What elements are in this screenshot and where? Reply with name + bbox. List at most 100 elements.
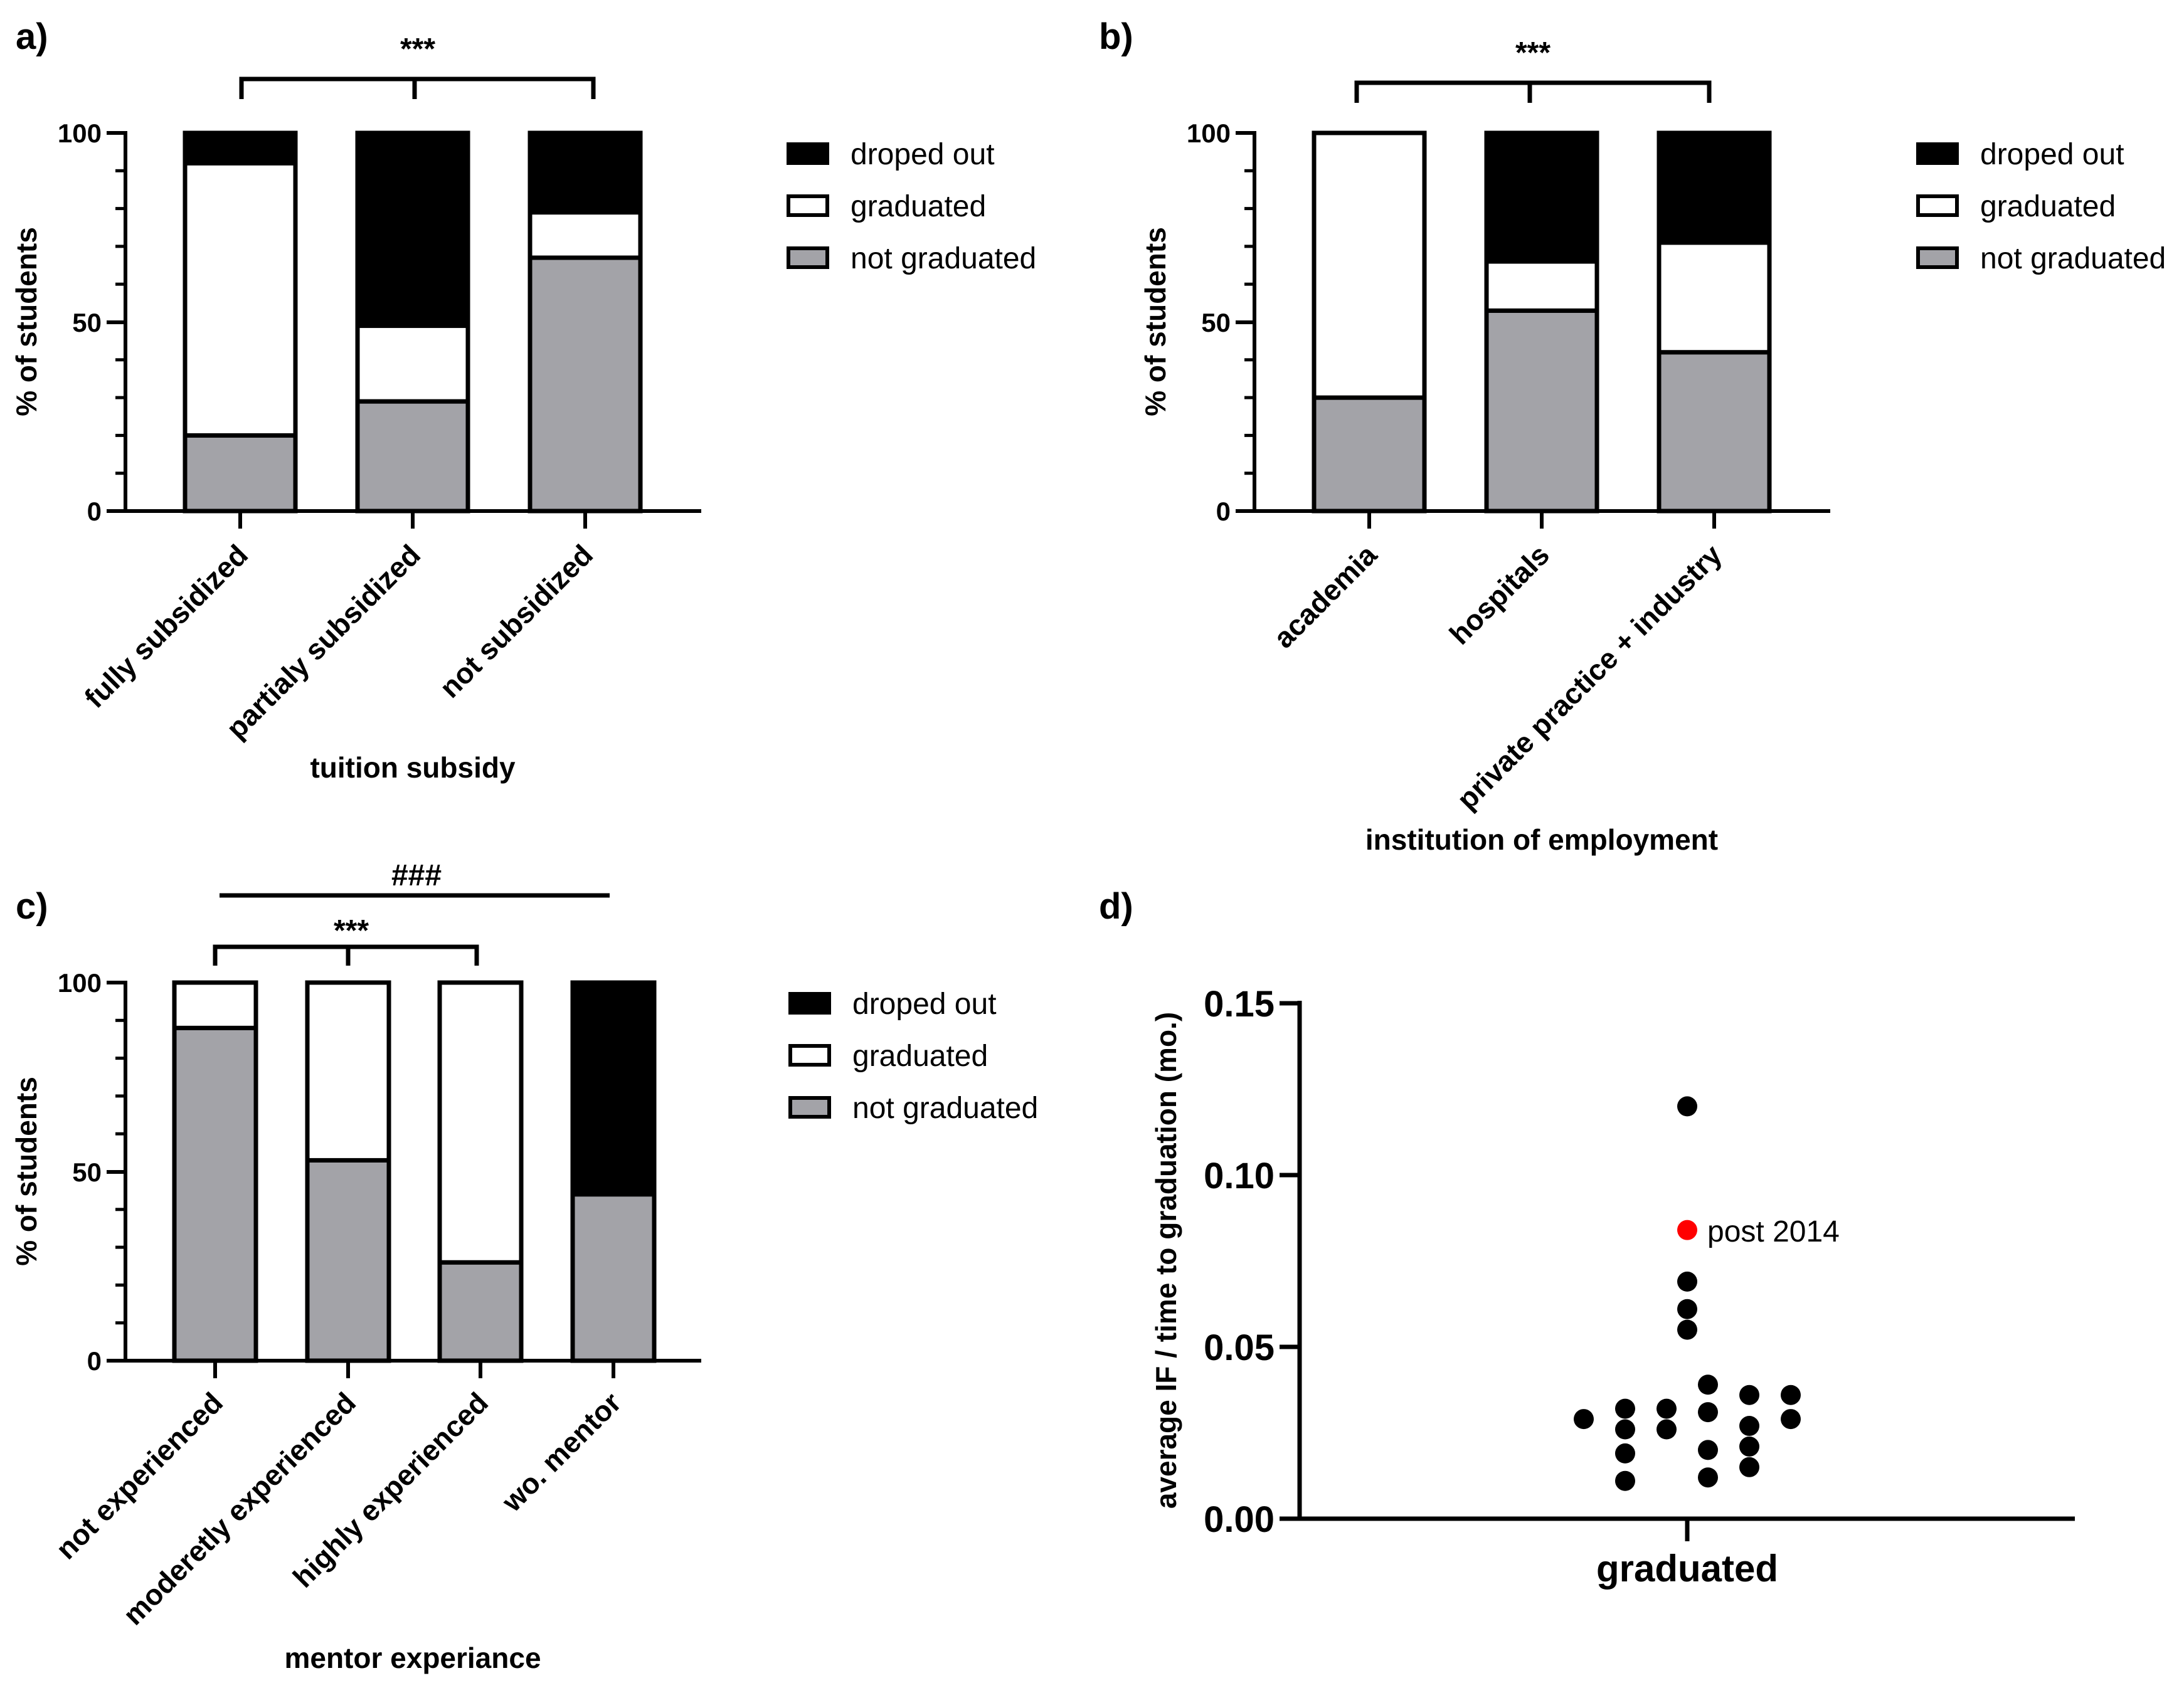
panel-b-y-axis-title: % of students [1139, 227, 1172, 416]
panel-a-label: a) [16, 16, 48, 57]
scatter-point [1677, 1271, 1697, 1292]
bar-segment-not-graduated [1312, 395, 1427, 514]
scatter-point [1698, 1374, 1718, 1395]
scatter-point [1677, 1096, 1697, 1117]
panel-a-minor-ticks [115, 169, 125, 475]
bar-segment-droped-out [1657, 130, 1772, 245]
legend-swatch-droped-out [788, 992, 831, 1015]
bar-segment-not-graduated [527, 255, 643, 514]
panel-a-y-axis: 100 50 0 % of students [10, 119, 127, 526]
panel-b-y-tick-label: 50 [1201, 308, 1231, 337]
bar-segment-droped-out [183, 130, 298, 166]
bar-segment-graduated [1484, 259, 1599, 313]
panel-b-significance-bracket [1354, 80, 1712, 103]
panel-c-significance-label-hash: ### [391, 859, 442, 892]
bar-segment-not-graduated [437, 1260, 524, 1363]
scatter-point [1698, 1440, 1718, 1460]
panel-c-significance-bracket [213, 944, 479, 966]
scatter-point [1739, 1385, 1759, 1405]
scatter-point [1657, 1398, 1677, 1419]
legend-swatch-graduated [787, 194, 829, 217]
scatter-point [1781, 1409, 1801, 1430]
bar-segment-graduated [1657, 240, 1772, 355]
panel-c-minor-ticks [115, 1018, 125, 1325]
panel-b-legend: droped out graduated not graduated [1916, 138, 2166, 275]
panel-a-x-axis-title: tuition subsidy [310, 751, 516, 784]
panel-d-y-tick-label: 0.05 [1204, 1327, 1275, 1368]
legend-swatch-not-graduated [788, 1096, 831, 1119]
panel-c-x-tick-label: wo. mentor [495, 1386, 627, 1518]
panel-b: b) *** 100 50 0 % of students academia h… [1099, 16, 2166, 856]
panel-a-significance-bracket [239, 76, 596, 99]
panel-b-label: b) [1099, 16, 1133, 57]
scatter-point [1677, 1319, 1697, 1340]
panel-d-highlight-label: post 2014 [1707, 1215, 1840, 1248]
panel-d-y-tick-label: 0.10 [1204, 1156, 1275, 1196]
scatter-point [1615, 1419, 1635, 1440]
legend-label-droped-out: droped out [851, 138, 995, 171]
legend-swatch-not-graduated [787, 246, 829, 269]
scatter-point [1615, 1443, 1635, 1464]
bar-segment-not-graduated [172, 1025, 258, 1363]
panel-b-x-tick-label: hospitals [1443, 538, 1556, 651]
bar-segment-droped-out [355, 130, 470, 329]
panel-b-y-axis: 100 50 0 % of students [1139, 119, 1256, 526]
legend-swatch-not-graduated [1916, 246, 1959, 269]
panel-b-y-tick-label: 100 [1187, 119, 1231, 148]
bar-segment-droped-out [1484, 130, 1599, 264]
panel-d-y-tick-label: 0.00 [1204, 1499, 1275, 1540]
panel-d-points [1574, 1096, 1801, 1491]
panel-a-y-tick-label: 100 [58, 119, 102, 148]
bar-segment-graduated [355, 324, 470, 404]
bar-segment-not-graduated [305, 1158, 391, 1363]
panel-a-x-tick-label: not subsidized [433, 538, 599, 704]
bar-segment-not-graduated [183, 433, 298, 514]
legend-label-not-graduated: not graduated [852, 1092, 1038, 1125]
panel-b-x-tick-label: academia [1267, 538, 1383, 654]
bar-segment-graduated [527, 210, 643, 260]
scatter-point [1739, 1416, 1759, 1437]
panel-b-bars [1312, 130, 1772, 514]
panel-d: d) 0.15 0.10 0.05 0.00 average IF / time… [1099, 886, 2075, 1590]
scatter-point [1615, 1470, 1635, 1491]
legend-label-droped-out: droped out [852, 988, 997, 1021]
bar-segment-graduated [172, 980, 258, 1030]
bar-segment-graduated [183, 161, 298, 438]
legend-swatch-droped-out [1916, 142, 1959, 165]
bar-segment-graduated [305, 980, 391, 1163]
panel-b-significance-label: *** [1515, 36, 1551, 70]
panel-c-x-tick-label: moderetly experienced [117, 1386, 362, 1631]
panel-d-x-tick-label: graduated [1596, 1548, 1778, 1590]
panel-a-y-tick-label: 0 [87, 497, 102, 526]
panel-c-significance-label-star: *** [334, 914, 369, 947]
panel-d-y-tick-label: 0.15 [1204, 984, 1275, 1025]
bar-segment-not-graduated [570, 1192, 657, 1363]
legend-label-droped-out: droped out [1980, 138, 2124, 171]
panel-a-x-tick-label: partialy subsidized [220, 538, 427, 745]
panel-a-y-axis-title: % of students [10, 227, 43, 416]
panel-b-x-axis-title: institution of employment [1365, 823, 1718, 856]
panel-b-y-tick-label: 0 [1216, 497, 1231, 526]
bar-segment-droped-out [570, 980, 657, 1197]
scatter-point [1698, 1402, 1718, 1423]
scatter-point [1739, 1436, 1759, 1457]
panel-c-label: c) [16, 886, 48, 927]
panel-b-minor-ticks [1244, 169, 1254, 475]
legend-label-not-graduated: not graduated [851, 242, 1036, 275]
scatter-point [1574, 1409, 1594, 1430]
panel-a-y-tick-label: 50 [72, 308, 102, 337]
panel-a-x-tick-label: fully subsidized [78, 538, 254, 714]
scatter-point [1657, 1419, 1677, 1440]
bar-segment-graduated [1312, 130, 1427, 400]
panel-c-y-tick-label: 50 [72, 1158, 102, 1187]
legend-swatch-graduated [1916, 194, 1959, 217]
bar-segment-not-graduated [355, 399, 470, 514]
panel-d-y-axis: 0.15 0.10 0.05 0.00 average IF / time to… [1150, 984, 1302, 1540]
bar-segment-not-graduated [1657, 350, 1772, 514]
scatter-point [1677, 1299, 1697, 1319]
panel-c-y-axis: 100 50 0 % of students [10, 968, 127, 1376]
scatter-point-highlight [1677, 1220, 1697, 1240]
scatter-point [1615, 1398, 1635, 1419]
panel-a-bars [183, 130, 643, 514]
